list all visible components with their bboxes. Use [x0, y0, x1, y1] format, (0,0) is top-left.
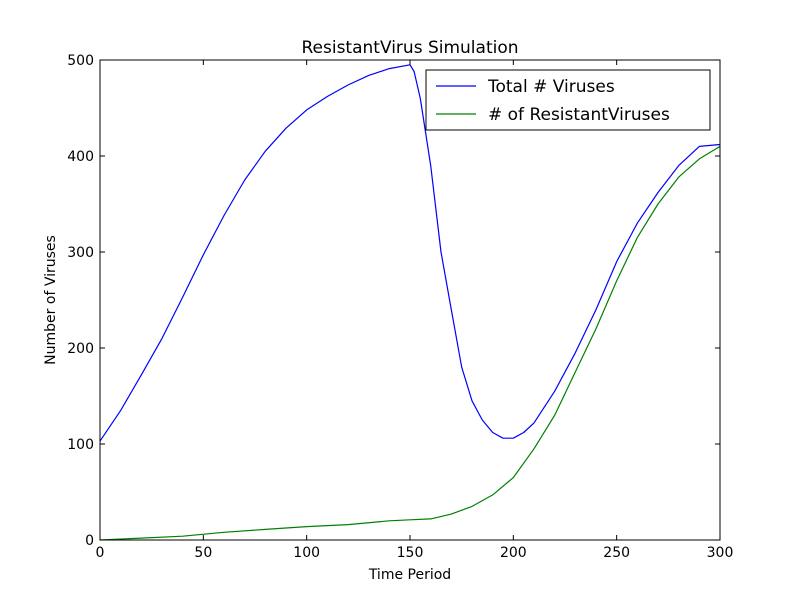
series-layer	[99, 64, 721, 541]
x-tick-label: 200	[500, 545, 527, 561]
ticks-layer: 0 50 100 150 200 250 300 0 100 200 300 400 500	[67, 53, 733, 561]
series-line-2	[99, 145, 721, 541]
x-tick-label: 0	[96, 545, 105, 561]
x-tick-label: 250	[603, 545, 630, 561]
y-tick-label: 0	[85, 533, 94, 549]
y-tick-label: 200	[67, 341, 94, 357]
y-axis-label: Number of Viruses	[43, 235, 59, 365]
chart-title: ResistantVirus Simulation	[301, 38, 518, 58]
x-axis-label: Time Period	[368, 567, 451, 583]
x-tick-label: 100	[293, 545, 320, 561]
series-line-1	[99, 64, 721, 442]
x-tick-label: 50	[194, 545, 212, 561]
legend-label-1: Total # Viruses	[487, 77, 615, 97]
y-tick-label: 100	[67, 437, 94, 453]
x-tick-label: 300	[707, 545, 734, 561]
y-tick-label: 400	[67, 149, 94, 165]
legend-box	[425, 69, 711, 131]
legend-label-2: # of ResistantViruses	[488, 105, 670, 125]
legend: Total # Viruses # of ResistantViruses	[425, 69, 711, 131]
y-tick-label: 500	[67, 53, 94, 69]
y-tick-label: 300	[67, 245, 94, 261]
x-tick-label: 150	[397, 545, 424, 561]
